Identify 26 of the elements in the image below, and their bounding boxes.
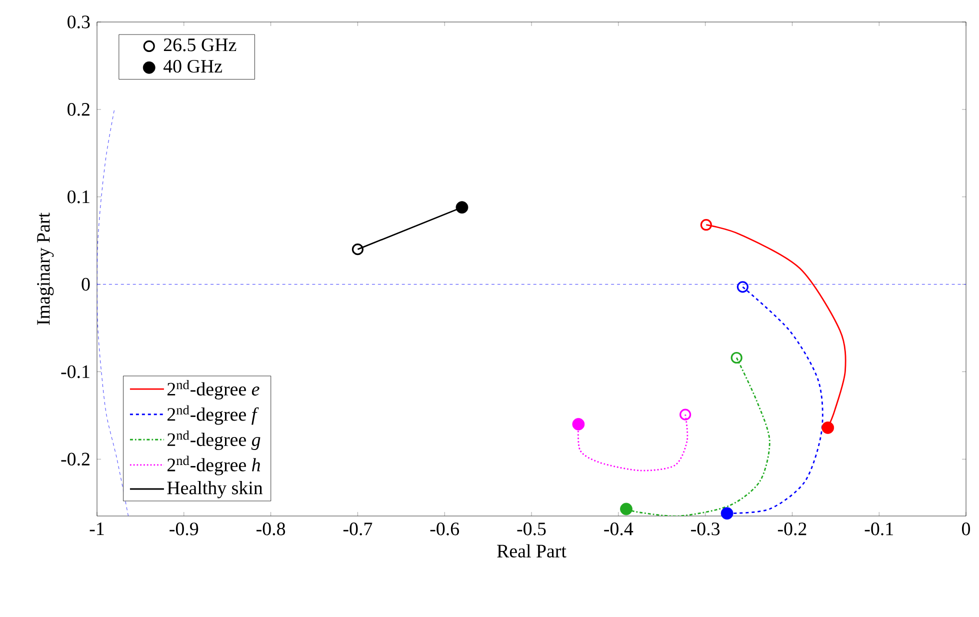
legend-label: 40 GHz xyxy=(163,60,222,73)
y-tick-label: 0.2 xyxy=(68,103,90,116)
legend-label: 2$^{nd}$-degree g xyxy=(167,430,260,450)
legend-label: Healthy skin xyxy=(167,481,263,498)
x-axis-title: Real Part xyxy=(497,544,566,558)
x-tick-label: -1 xyxy=(90,522,104,536)
y-axis-title: Imaginary Part xyxy=(37,212,54,325)
x-tick-label: -0.2 xyxy=(778,522,806,536)
legend-label: 26.5 GHz xyxy=(164,38,236,52)
x-tick-label: -0.5 xyxy=(517,522,546,536)
x-tick-label: -0.4 xyxy=(604,522,634,536)
y-tick-label: 0.1 xyxy=(68,190,90,204)
legend-label: 2$^{nd}$-degree f xyxy=(167,405,259,425)
x-tick-label: -0.9 xyxy=(170,522,198,536)
y-tick-label: 0 xyxy=(82,278,90,291)
legend-label: 2$^{nd}$-degree e xyxy=(167,380,260,400)
legend-label: 2$^{nd}$-degree h xyxy=(167,456,260,476)
y-tick-label: -0.2 xyxy=(61,452,90,466)
x-tick-label: -0.8 xyxy=(256,522,286,536)
y-tick-label: -0.1 xyxy=(61,365,90,378)
x-tick-label: 0 xyxy=(962,522,970,536)
x-tick-label: -0.6 xyxy=(430,522,460,536)
x-tick-label: -0.1 xyxy=(864,522,893,536)
x-tick-label: -0.3 xyxy=(691,522,720,536)
y-tick-label: 0.3 xyxy=(68,16,90,28)
x-tick-label: -0.7 xyxy=(343,522,372,536)
